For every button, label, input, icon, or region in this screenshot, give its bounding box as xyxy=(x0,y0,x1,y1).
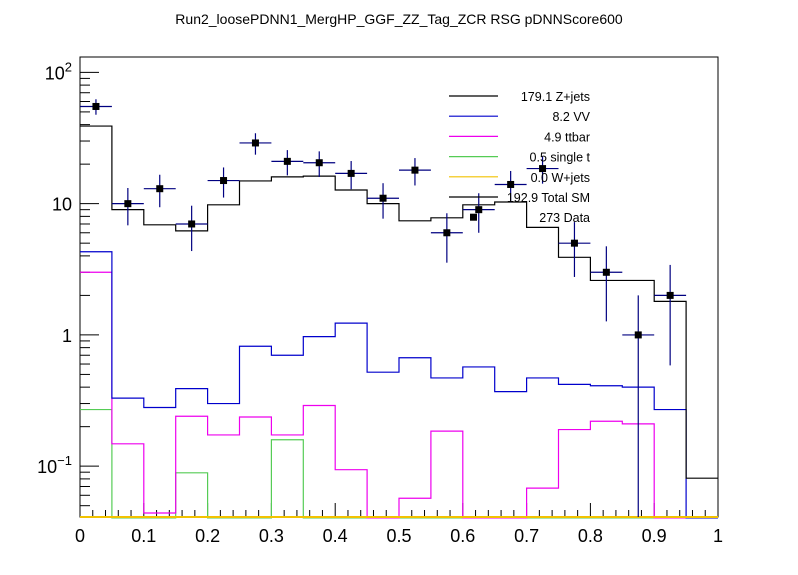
x-tick-label: 0.3 xyxy=(259,526,284,546)
data-marker xyxy=(507,180,515,188)
data-point xyxy=(399,158,431,186)
data-marker xyxy=(315,159,323,167)
series-group xyxy=(0,125,798,521)
y-tick-exponent: −1 xyxy=(57,453,72,468)
legend-entry: 0.5 single t xyxy=(449,151,591,165)
legend-label: 192.9 Total SM xyxy=(507,191,590,205)
legend-label: 8.2 VV xyxy=(552,110,590,124)
legend-entry: 192.9 Total SM xyxy=(449,191,590,205)
axis-mask xyxy=(0,518,798,521)
y-tick-base: 10 xyxy=(37,457,57,477)
data-point xyxy=(558,222,591,277)
y-tick-label: 1 xyxy=(62,326,72,346)
legend-entry: 4.9 ttbar xyxy=(449,130,590,144)
data-point xyxy=(143,174,176,208)
data-marker xyxy=(475,206,483,214)
legend-label: 0.5 single t xyxy=(530,151,591,165)
data-marker xyxy=(347,169,355,177)
data-point xyxy=(111,187,144,226)
x-tick-label: 0.7 xyxy=(514,526,539,546)
data-point xyxy=(80,99,112,115)
x-tick-label: 0.5 xyxy=(386,526,411,546)
legend-entry: 179.1 Z+jets xyxy=(449,90,590,104)
data-point xyxy=(207,167,240,198)
data-marker xyxy=(411,166,419,174)
x-tick-label: 0.6 xyxy=(450,526,475,546)
data-point xyxy=(654,264,687,366)
data-point xyxy=(622,295,655,517)
y-tick-label: 10−1 xyxy=(37,453,72,477)
legend-entry: 0.0 W+jets xyxy=(449,171,590,185)
data-point xyxy=(367,183,399,219)
y-tick-base: 1 xyxy=(62,326,72,346)
data-marker xyxy=(539,165,547,173)
x-tick-label: 0.1 xyxy=(131,526,156,546)
data-point xyxy=(303,151,336,177)
data-marker xyxy=(124,200,132,208)
legend: 179.1 Z+jets 8.2 VV 4.9 ttbar 0.5 single t 0… xyxy=(449,90,591,225)
legend-entry: 273 Data xyxy=(470,211,590,225)
y-tick-exponent: 2 xyxy=(65,59,72,74)
data-marker xyxy=(443,229,451,237)
legend-marker xyxy=(470,213,477,221)
legend-entry: 8.2 VV xyxy=(449,110,591,124)
x-tick-label: 0.8 xyxy=(578,526,603,546)
y-tick-label: 10 xyxy=(52,195,72,215)
data-marker xyxy=(666,291,674,299)
data-point xyxy=(335,161,368,190)
data-marker xyxy=(92,102,100,110)
data-point xyxy=(430,213,463,263)
data-point xyxy=(239,133,272,155)
data-point xyxy=(590,246,623,322)
data-marker xyxy=(283,157,291,165)
chart-title: Run2_loosePDNN1_MergHP_GGF_ZZ_Tag_ZCR RS… xyxy=(175,11,623,27)
series-vv-line xyxy=(80,251,718,519)
data-marker xyxy=(602,268,610,276)
data-point xyxy=(175,205,208,252)
legend-label: 4.9 ttbar xyxy=(544,130,590,144)
data-point xyxy=(494,170,527,203)
x-axis: 0 0.1 0.2 0.3 0.4 0.5 0.6 0.7 0.8 0.9 1 xyxy=(75,503,723,546)
data-point xyxy=(271,150,304,176)
data-point xyxy=(462,193,495,233)
data-marker xyxy=(570,239,578,247)
x-tick-label: 0.9 xyxy=(642,526,667,546)
legend-label: 273 Data xyxy=(539,211,590,225)
data-marker xyxy=(156,185,164,193)
x-tick-label: 0.4 xyxy=(323,526,348,546)
data-marker xyxy=(251,139,259,147)
y-tick-base: 10 xyxy=(52,195,72,215)
data-marker xyxy=(379,194,387,202)
data-marker xyxy=(220,177,228,185)
legend-label: 179.1 Z+jets xyxy=(521,90,590,104)
data-marker xyxy=(634,331,642,339)
data-marker xyxy=(188,220,196,228)
x-tick-label: 1 xyxy=(713,526,723,546)
y-tick-base: 10 xyxy=(45,63,65,83)
legend-label: 0.0 W+jets xyxy=(531,171,590,185)
y-tick-label: 102 xyxy=(45,59,72,83)
x-tick-label: 0 xyxy=(75,526,85,546)
data-point xyxy=(526,156,559,184)
x-tick-label: 0.2 xyxy=(195,526,220,546)
data-points xyxy=(80,99,687,517)
